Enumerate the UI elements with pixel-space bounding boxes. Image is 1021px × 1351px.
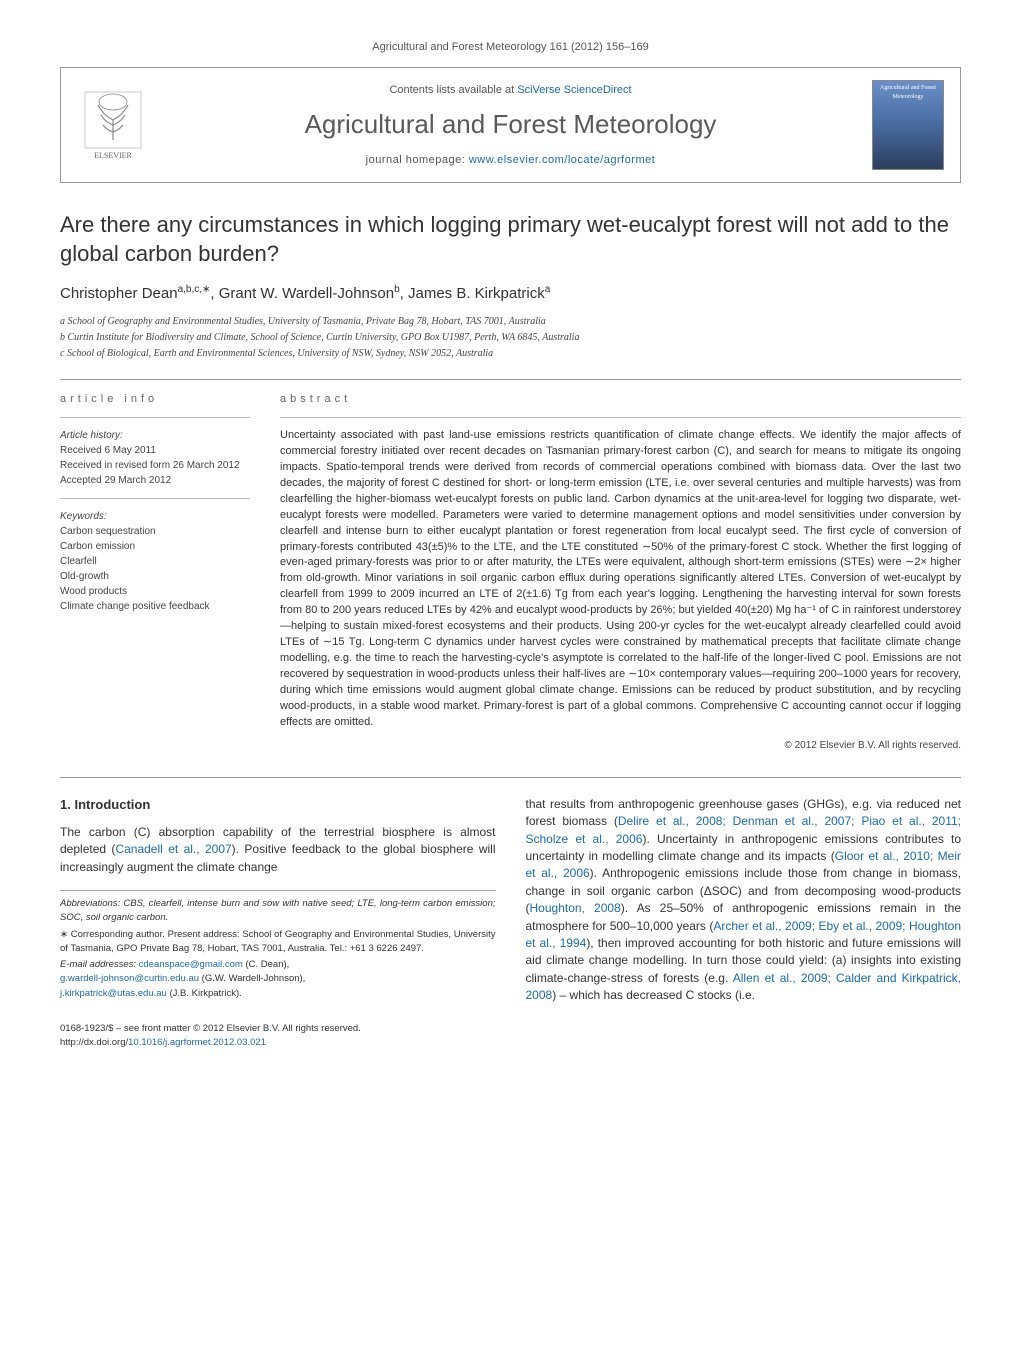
article-history-block: Article history: Received 6 May 2011 Rec… bbox=[60, 428, 250, 488]
elsevier-tree-icon bbox=[83, 90, 143, 150]
publisher-name: ELSEVIER bbox=[94, 150, 132, 161]
affiliations: a School of Geography and Environmental … bbox=[60, 314, 961, 361]
homepage-link[interactable]: www.elsevier.com/locate/agrformet bbox=[469, 154, 655, 166]
divider bbox=[60, 379, 961, 380]
right-column: that results from anthropogenic greenhou… bbox=[526, 796, 962, 1005]
email-label: E-mail addresses: bbox=[60, 959, 139, 970]
email-link[interactable]: cdeanspace@gmail.com bbox=[139, 959, 243, 970]
divider bbox=[280, 417, 961, 418]
journal-header-box: ELSEVIER Contents lists available at Sci… bbox=[60, 67, 961, 183]
page-footer: 0168-1923/$ – see front matter © 2012 El… bbox=[60, 1022, 961, 1049]
homepage-prefix: journal homepage: bbox=[366, 154, 469, 166]
article-info-heading: article info bbox=[60, 392, 250, 407]
footer-copyright: 0168-1923/$ – see front matter © 2012 El… bbox=[60, 1022, 961, 1035]
homepage-line: journal homepage: www.elsevier.com/locat… bbox=[165, 153, 856, 168]
left-column: 1. Introduction The carbon (C) absorptio… bbox=[60, 796, 496, 1005]
affiliation: a School of Geography and Environmental … bbox=[60, 314, 961, 329]
keywords-label: Keywords: bbox=[60, 509, 250, 524]
abstract-block: abstract Uncertainty associated with pas… bbox=[280, 392, 961, 753]
abstract-heading: abstract bbox=[280, 392, 961, 407]
contents-line: Contents lists available at SciVerse Sci… bbox=[165, 83, 856, 98]
email-person: (G.W. Wardell-Johnson), bbox=[199, 973, 305, 984]
body-columns: 1. Introduction The carbon (C) absorptio… bbox=[60, 796, 961, 1005]
section-heading: 1. Introduction bbox=[60, 796, 496, 814]
running-header: Agricultural and Forest Meteorology 161 … bbox=[60, 40, 961, 55]
footnote-text: Abbreviations: CBS, clearfell, intense b… bbox=[60, 898, 496, 923]
history-label: Article history: bbox=[60, 428, 250, 443]
abstract-text: Uncertainty associated with past land-us… bbox=[280, 428, 961, 731]
divider bbox=[60, 417, 250, 418]
body-paragraph: The carbon (C) absorption capability of … bbox=[60, 824, 496, 876]
history-item: Received in revised form 26 March 2012 bbox=[60, 458, 250, 473]
history-item: Received 6 May 2011 bbox=[60, 443, 250, 458]
emails-footnote: E-mail addresses: cdeanspace@gmail.com (… bbox=[60, 958, 496, 1001]
body-paragraph: that results from anthropogenic greenhou… bbox=[526, 796, 962, 1005]
email-person: (J.B. Kirkpatrick). bbox=[167, 988, 242, 999]
doi-link[interactable]: 10.1016/j.agrformet.2012.03.021 bbox=[128, 1037, 266, 1048]
email-link[interactable]: g.wardell-johnson@curtin.edu.au bbox=[60, 973, 199, 984]
divider bbox=[60, 777, 961, 778]
journal-name: Agricultural and Forest Meteorology bbox=[165, 106, 856, 142]
affiliation: b Curtin Institute for Biodiversity and … bbox=[60, 330, 961, 345]
keyword: Clearfell bbox=[60, 554, 250, 569]
publisher-logo: ELSEVIER bbox=[77, 85, 149, 165]
abbreviations-footnote: Abbreviations: CBS, clearfell, intense b… bbox=[60, 897, 496, 926]
keyword: Carbon sequestration bbox=[60, 524, 250, 539]
keyword: Wood products bbox=[60, 584, 250, 599]
contents-prefix: Contents lists available at bbox=[389, 84, 517, 96]
footer-doi-line: http://dx.doi.org/10.1016/j.agrformet.20… bbox=[60, 1036, 961, 1049]
journal-cover-thumbnail: Agricultural and Forest Meteorology bbox=[872, 80, 944, 170]
keywords-block: Keywords: Carbon sequestration Carbon em… bbox=[60, 509, 250, 614]
footnotes: Abbreviations: CBS, clearfell, intense b… bbox=[60, 890, 496, 1001]
header-center: Contents lists available at SciVerse Sci… bbox=[165, 83, 856, 168]
corresponding-author-footnote: ∗ Corresponding author. Present address:… bbox=[60, 928, 496, 957]
keyword: Climate change positive feedback bbox=[60, 599, 250, 614]
article-title: Are there any circumstances in which log… bbox=[60, 211, 961, 268]
keyword: Carbon emission bbox=[60, 539, 250, 554]
keyword: Old-growth bbox=[60, 569, 250, 584]
divider bbox=[60, 498, 250, 499]
sciencedirect-link[interactable]: SciVerse ScienceDirect bbox=[517, 84, 631, 96]
authors-line: Christopher Deana,b,c,∗, Grant W. Wardel… bbox=[60, 283, 961, 304]
email-link[interactable]: j.kirkpatrick@utas.edu.au bbox=[60, 988, 167, 999]
abstract-copyright: © 2012 Elsevier B.V. All rights reserved… bbox=[280, 739, 961, 753]
article-info-sidebar: article info Article history: Received 6… bbox=[60, 392, 250, 753]
history-item: Accepted 29 March 2012 bbox=[60, 473, 250, 488]
email-person: (C. Dean), bbox=[243, 959, 289, 970]
doi-prefix: http://dx.doi.org/ bbox=[60, 1037, 128, 1048]
affiliation: c School of Biological, Earth and Enviro… bbox=[60, 346, 961, 361]
info-abstract-row: article info Article history: Received 6… bbox=[60, 392, 961, 753]
